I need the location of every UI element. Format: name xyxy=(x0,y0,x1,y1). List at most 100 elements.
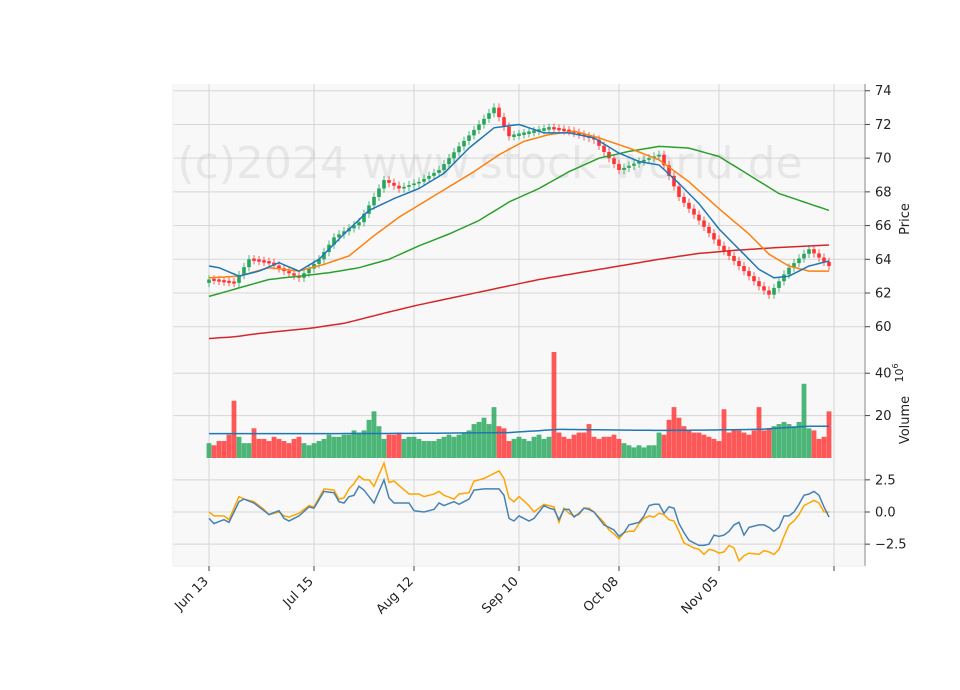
volume-bar xyxy=(266,441,272,458)
volume-bar xyxy=(226,434,232,458)
date-tick-label: Sep 10 xyxy=(479,574,522,617)
volume-bar xyxy=(771,426,777,458)
volume-bar xyxy=(616,438,622,458)
volume-bar xyxy=(301,443,307,458)
candle xyxy=(357,222,361,226)
volume-bar xyxy=(306,445,312,458)
volume-bar xyxy=(751,430,757,458)
candle xyxy=(747,271,751,277)
volume-bar xyxy=(386,434,392,458)
candle xyxy=(562,128,566,132)
volume-bar xyxy=(321,438,327,458)
volume-bar xyxy=(436,438,442,458)
volume-bar xyxy=(376,426,382,458)
volume-bar xyxy=(601,436,607,458)
price-tick-label: 68 xyxy=(875,185,892,200)
candle xyxy=(442,164,446,170)
volume-bar xyxy=(296,436,302,458)
volume-bar xyxy=(756,407,762,458)
candle xyxy=(337,234,341,238)
sma-200-line xyxy=(208,244,830,340)
volume-bar xyxy=(666,419,672,458)
price-tick-label: 74 xyxy=(875,84,892,99)
volume-bar xyxy=(581,432,587,458)
volume-bar xyxy=(621,443,627,458)
candle xyxy=(477,124,481,130)
price-tick-label: 60 xyxy=(875,320,892,335)
candle xyxy=(567,129,571,132)
candle xyxy=(352,225,356,229)
sma-50-line xyxy=(208,145,830,298)
volume-tick-label: 40 xyxy=(875,367,892,382)
volume-bar xyxy=(471,424,477,458)
signal-line xyxy=(208,460,829,563)
volume-bar xyxy=(261,438,267,458)
candle xyxy=(402,186,406,189)
candle xyxy=(262,260,266,263)
candle xyxy=(387,180,391,183)
candle xyxy=(552,127,556,130)
volume-bar xyxy=(401,438,407,458)
date-tick-label: Aug 12 xyxy=(374,574,417,617)
volume-bar xyxy=(786,424,792,458)
candle xyxy=(797,258,801,264)
volume-bar xyxy=(516,436,522,458)
volume-bar xyxy=(576,432,582,458)
candle xyxy=(642,159,646,162)
volume-tick-label: 20 xyxy=(875,409,892,424)
volume-bar xyxy=(411,436,417,458)
volume-bar xyxy=(696,432,702,458)
candle xyxy=(392,182,396,186)
volume-bar xyxy=(626,445,632,458)
candle xyxy=(212,278,216,281)
candle xyxy=(277,265,281,269)
volume-bar xyxy=(676,417,682,458)
candle xyxy=(827,261,831,267)
volume-bar xyxy=(381,438,387,458)
volume-bar xyxy=(641,447,647,458)
candle xyxy=(382,180,386,189)
candle xyxy=(617,164,621,170)
candle xyxy=(232,281,236,284)
volume-bar xyxy=(256,438,262,458)
candle xyxy=(427,175,431,179)
candle xyxy=(457,146,461,153)
volume-bar xyxy=(476,421,482,458)
candle xyxy=(717,239,721,246)
candle xyxy=(697,214,701,221)
candle xyxy=(472,129,476,136)
volume-bar xyxy=(686,430,692,458)
volume-panel xyxy=(206,352,832,458)
volume-bar xyxy=(241,443,247,458)
volume-bar xyxy=(801,383,807,458)
candle xyxy=(572,131,576,133)
volume-bar xyxy=(231,400,237,458)
candle xyxy=(462,140,466,147)
volume-bar xyxy=(681,426,687,458)
volume-ma-line xyxy=(209,425,829,435)
volume-bar xyxy=(351,430,357,458)
volume-bar xyxy=(811,430,817,458)
candle xyxy=(817,253,821,258)
volume-bar xyxy=(356,432,362,458)
volume-bar xyxy=(761,430,767,458)
price-tick-label: 62 xyxy=(875,287,892,302)
candle xyxy=(417,181,421,184)
candle xyxy=(627,165,631,168)
candle xyxy=(602,145,606,152)
candle xyxy=(612,158,616,165)
volume-bar xyxy=(741,432,747,458)
volume-bar xyxy=(366,419,372,458)
volume-bar xyxy=(451,436,457,458)
candle xyxy=(322,251,326,260)
volume-bar xyxy=(496,426,502,458)
volume-bar xyxy=(726,432,732,458)
candle xyxy=(802,253,806,259)
volume-bar xyxy=(561,436,567,458)
volume-bar xyxy=(596,438,602,458)
candle xyxy=(547,127,551,130)
candle xyxy=(372,196,376,206)
volume-bar xyxy=(521,438,527,458)
candle xyxy=(467,135,471,141)
candle xyxy=(502,117,506,127)
